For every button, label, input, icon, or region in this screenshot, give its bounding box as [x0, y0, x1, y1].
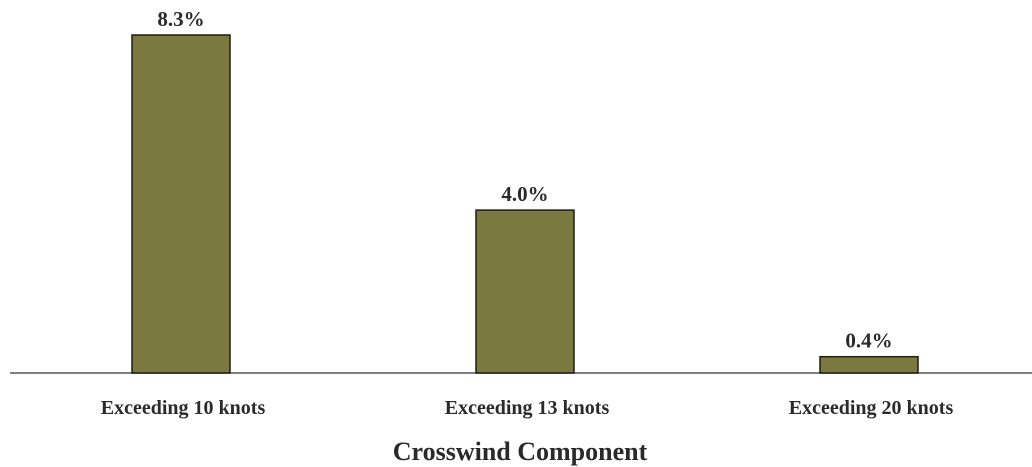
category-label-3: Exceeding 20 knots: [789, 397, 954, 419]
category-labels-group: Exceeding 10 knots Exceeding 13 knots Exce…: [101, 397, 954, 419]
bar-1: [131, 34, 231, 374]
bars-group: [131, 34, 919, 374]
value-labels-group: 8.3% 4.0% 0.4%: [157, 7, 892, 353]
category-label-2: Exceeding 13 knots: [445, 397, 610, 419]
x-axis-title: Crosswind Component: [393, 437, 648, 466]
bar-3: [819, 355, 919, 374]
data-label-1: 8.3%: [157, 7, 204, 31]
category-label-1: Exceeding 10 knots: [101, 397, 266, 419]
bar-2: [475, 209, 575, 374]
data-label-3: 0.4%: [845, 329, 892, 353]
data-label-2: 4.0%: [501, 182, 548, 206]
